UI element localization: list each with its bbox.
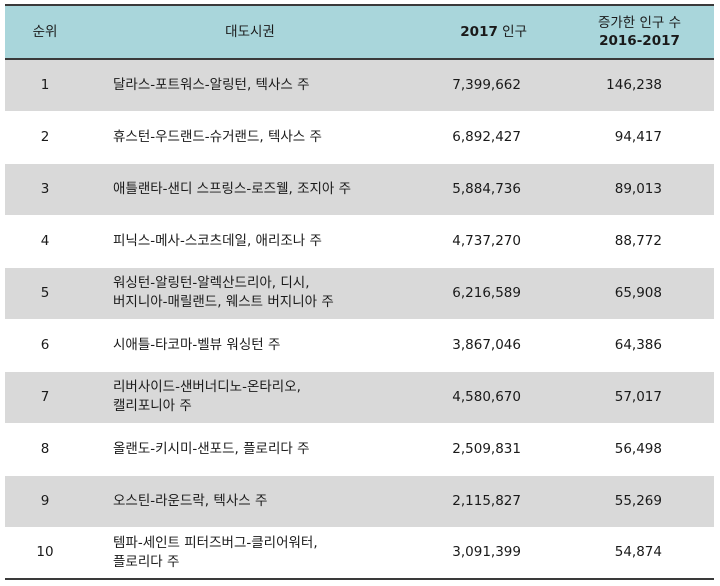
table-row: 9 오스틴-라운드락, 텍사스 주 2,115,827 55,269 [5,475,714,528]
metro-cell: 피닉스-메사-스코츠데일, 애리조나 주 [85,215,415,268]
increase-cell: 54,874 [565,527,714,580]
metro-cell: 오스틴-라운드락, 텍사스 주 [85,475,415,528]
metro-population-table: 순위 대도시권 2017 인구 증가한 인구 수 2016-2017 1 달라스-… [5,4,714,580]
rank-cell: 4 [5,215,85,268]
rank-cell: 10 [5,527,85,580]
increase-cell: 89,013 [565,163,714,216]
header-population-year: 2017 [460,24,498,40]
header-population: 2017 인구 [415,4,565,60]
header-population-label: 인구 [497,24,527,40]
metro-cell: 달라스-포트워스-알링턴, 텍사스 주 [85,59,415,112]
table-row: 10 템파-세인트 피터즈버그-클리어워터, 플로리다 주 3,091,399 54,… [5,527,714,580]
table-row: 3 애틀랜타-샌디 스프링스-로즈웰, 조지아 주 5,884,736 89,013 [5,163,714,216]
population-cell: 4,737,270 [415,215,565,268]
increase-cell: 146,238 [565,59,714,112]
rank-cell: 5 [5,267,85,320]
rank-cell: 7 [5,371,85,424]
metro-cell: 템파-세인트 피터즈버그-클리어워터, 플로리다 주 [85,527,415,580]
population-cell: 2,509,831 [415,423,565,476]
increase-cell: 65,908 [565,267,714,320]
rank-cell: 8 [5,423,85,476]
increase-cell: 56,498 [565,423,714,476]
table-row: 6 시애틀-타코마-벨뷰 워싱턴 주 3,867,046 64,386 [5,319,714,372]
rank-cell: 3 [5,163,85,216]
population-cell: 3,091,399 [415,527,565,580]
rank-cell: 6 [5,319,85,372]
population-table-container: 순위 대도시권 2017 인구 증가한 인구 수 2016-2017 1 달라스-… [5,4,714,580]
increase-cell: 64,386 [565,319,714,372]
population-cell: 3,867,046 [415,319,565,372]
metro-cell: 시애틀-타코마-벨뷰 워싱턴 주 [85,319,415,372]
table-row: 1 달라스-포트워스-알링턴, 텍사스 주 7,399,662 146,238 [5,59,714,112]
table-row: 5 워싱턴-알링턴-알렉산드리아, 디시, 버지니아-매릴랜드, 웨스트 버지니아… [5,267,714,320]
table-row: 4 피닉스-메사-스코츠데일, 애리조나 주 4,737,270 88,772 [5,215,714,268]
table-row: 7 리버사이드-샌버너디노-온타리오, 캘리포니아 주 4,580,670 57,01… [5,371,714,424]
table-row: 2 휴스턴-우드랜드-슈거랜드, 텍사스 주 6,892,427 94,417 [5,111,714,164]
header-rank: 순위 [5,4,85,60]
increase-cell: 57,017 [565,371,714,424]
header-metro: 대도시권 [85,4,415,60]
increase-cell: 55,269 [565,475,714,528]
increase-cell: 94,417 [565,111,714,164]
increase-cell: 88,772 [565,215,714,268]
metro-cell: 애틀랜타-샌디 스프링스-로즈웰, 조지아 주 [85,163,415,216]
table-header: 순위 대도시권 2017 인구 증가한 인구 수 2016-2017 [5,4,714,60]
table-row: 8 올랜도-키시미-샌포드, 플로리다 주 2,509,831 56,498 [5,423,714,476]
metro-cell: 워싱턴-알링턴-알렉산드리아, 디시, 버지니아-매릴랜드, 웨스트 버지니아 … [85,267,415,320]
metro-cell: 휴스턴-우드랜드-슈거랜드, 텍사스 주 [85,111,415,164]
header-increase-years: 2016-2017 [599,33,680,49]
header-row: 순위 대도시권 2017 인구 증가한 인구 수 2016-2017 [5,4,714,60]
population-cell: 7,399,662 [415,59,565,112]
rank-cell: 1 [5,59,85,112]
population-cell: 5,884,736 [415,163,565,216]
metro-cell: 리버사이드-샌버너디노-온타리오, 캘리포니아 주 [85,371,415,424]
header-increase-label: 증가한 인구 수 [597,15,682,31]
rank-cell: 2 [5,111,85,164]
population-cell: 6,892,427 [415,111,565,164]
population-cell: 2,115,827 [415,475,565,528]
rank-cell: 9 [5,475,85,528]
header-increase: 증가한 인구 수 2016-2017 [565,4,714,60]
population-cell: 4,580,670 [415,371,565,424]
population-cell: 6,216,589 [415,267,565,320]
metro-cell: 올랜도-키시미-샌포드, 플로리다 주 [85,423,415,476]
table-body: 1 달라스-포트워스-알링턴, 텍사스 주 7,399,662 146,238 2 휴스턴… [5,59,714,580]
